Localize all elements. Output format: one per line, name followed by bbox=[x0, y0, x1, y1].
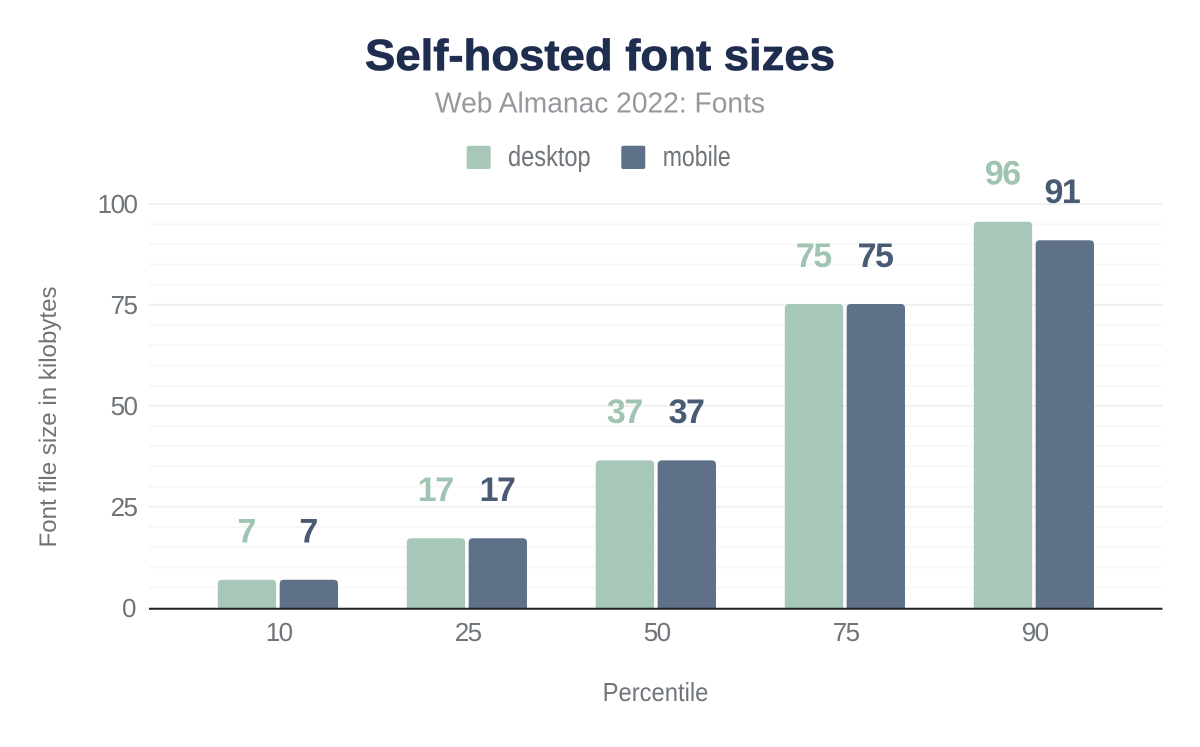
svg-text:7: 7 bbox=[299, 513, 318, 551]
svg-text:96: 96 bbox=[985, 155, 1020, 193]
svg-text:17: 17 bbox=[418, 471, 453, 509]
svg-text:0: 0 bbox=[122, 593, 136, 623]
svg-text:50: 50 bbox=[111, 391, 138, 421]
svg-text:75: 75 bbox=[796, 237, 831, 275]
svg-text:50: 50 bbox=[644, 617, 671, 647]
svg-text:37: 37 bbox=[607, 393, 642, 431]
svg-text:100: 100 bbox=[98, 189, 138, 219]
svg-text:mobile: mobile bbox=[663, 141, 731, 173]
svg-text:90: 90 bbox=[1022, 617, 1049, 647]
svg-text:Web Almanac 2022: Fonts: Web Almanac 2022: Fonts bbox=[435, 87, 765, 119]
svg-text:25: 25 bbox=[111, 492, 138, 522]
svg-text:75: 75 bbox=[858, 237, 893, 275]
svg-text:Self-hosted font sizes: Self-hosted font sizes bbox=[365, 31, 835, 80]
svg-text:25: 25 bbox=[455, 617, 482, 647]
svg-text:Font file size in kilobytes: Font file size in kilobytes bbox=[35, 287, 62, 548]
svg-text:37: 37 bbox=[669, 393, 704, 431]
svg-text:75: 75 bbox=[833, 617, 860, 647]
svg-text:17: 17 bbox=[480, 471, 515, 509]
svg-text:desktop: desktop bbox=[508, 141, 591, 173]
svg-text:75: 75 bbox=[111, 290, 138, 320]
svg-text:10: 10 bbox=[266, 617, 293, 647]
svg-text:Percentile: Percentile bbox=[603, 677, 709, 707]
svg-text:7: 7 bbox=[238, 513, 257, 551]
svg-text:91: 91 bbox=[1044, 173, 1079, 211]
